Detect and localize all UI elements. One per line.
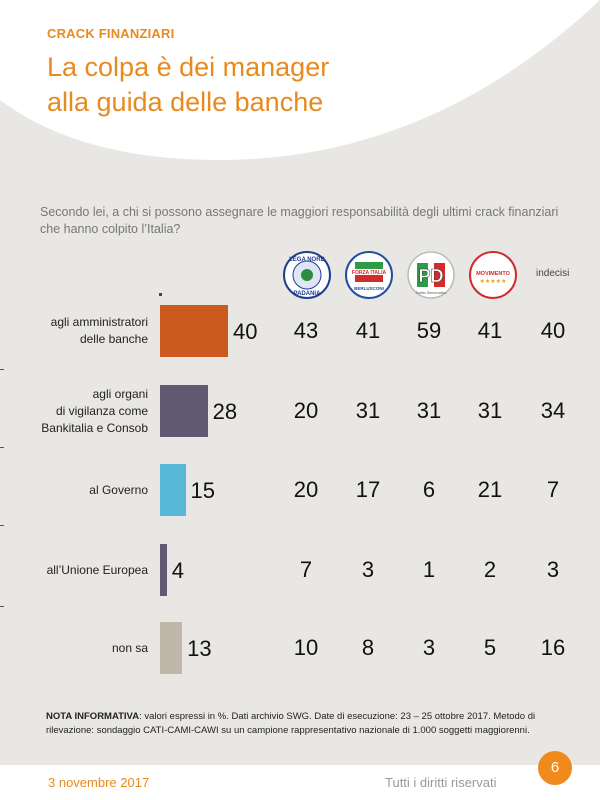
note-text: : valori espressi in %. Dati archivio SW… xyxy=(46,711,536,736)
footer-date: 3 novembre 2017 xyxy=(48,775,150,790)
category-label: agli amministratori delle banche xyxy=(18,314,148,348)
survey-question: Secondo lei, a chi si possono assegnare … xyxy=(40,205,559,236)
category-label-line: all’Unione Europea xyxy=(46,562,148,577)
table-cell: 20 xyxy=(293,398,319,423)
bar-total xyxy=(160,622,183,674)
title-line-2: alla guida delle banche xyxy=(47,87,324,117)
row-separator-tick xyxy=(0,525,4,526)
bar-value-label: 4 xyxy=(171,558,185,583)
table-cell: 3 xyxy=(361,557,375,582)
section-kicker: CRACK FINANZIARI xyxy=(47,26,175,41)
table-cell: 41 xyxy=(355,318,381,343)
table-cell: 6 xyxy=(422,477,436,502)
nota-informativa: NOTA INFORMATIVA: valori espressi in %. … xyxy=(46,710,566,738)
table-cell: 5 xyxy=(483,635,497,660)
table-cell: 43 xyxy=(293,318,319,343)
footer-rights: Tutti i diritti riservati xyxy=(385,775,497,790)
pd-logo-main: PD xyxy=(418,266,443,286)
category-label-line: delle banche xyxy=(79,332,148,346)
indecisi-header: indecisi xyxy=(536,268,570,279)
table-cell: 59 xyxy=(416,318,442,343)
table-cell: 40 xyxy=(540,318,566,343)
table-cell: 41 xyxy=(477,318,503,343)
row-separator-tick xyxy=(0,369,4,370)
forza-logo-main: FORZA ITALIA xyxy=(352,270,387,276)
category-label-line: agli amministratori xyxy=(50,315,148,329)
category-label-line: non sa xyxy=(111,640,148,655)
table-cell: 31 xyxy=(416,398,442,423)
bar-value-label: 15 xyxy=(190,478,215,503)
category-label-line: Bankitalia e Consob xyxy=(41,420,148,435)
forza-italia-logo: FORZA ITALIA BERLUSCONI xyxy=(345,251,393,299)
lega-logo-top: LEGA NORD xyxy=(289,257,325,263)
axis-marker xyxy=(159,293,162,296)
table-cell: 2 xyxy=(483,557,497,582)
pd-logo: PD Partito Democratico xyxy=(407,251,455,299)
table-cell: 20 xyxy=(293,477,319,502)
bar-value-label: 40 xyxy=(233,319,258,344)
table-cell: 7 xyxy=(546,477,560,502)
bar-value-label: 13 xyxy=(187,636,212,661)
category-label: non sa xyxy=(18,640,148,657)
page-number-badge: 6 xyxy=(538,751,572,785)
table-cell: 21 xyxy=(477,477,503,502)
row-separator-tick xyxy=(0,606,4,607)
bar-total xyxy=(160,305,228,357)
m5s-logo-stars: ★★★★★ xyxy=(480,278,507,285)
category-label: agli organi di vigilanza come Bankitalia e… xyxy=(18,386,148,437)
table-cell: 3 xyxy=(546,557,560,582)
page-title: La colpa è dei manager alla guida delle … xyxy=(47,50,427,120)
bar-value-label: 28 xyxy=(212,399,238,424)
forza-logo-sub: BERLUSCONI xyxy=(354,286,384,291)
table-cell: 7 xyxy=(299,557,313,582)
table-cell: 10 xyxy=(293,635,319,660)
title-line-1: La colpa è dei manager xyxy=(47,52,330,82)
table-cell: 31 xyxy=(355,398,381,423)
category-label: all’Unione Europea xyxy=(18,562,148,579)
m5s-logo: MOVIMENTO ★★★★★ xyxy=(469,251,517,299)
table-cell: 16 xyxy=(540,635,566,660)
table-cell: 34 xyxy=(540,398,566,423)
table-cell: 17 xyxy=(355,477,381,502)
category-label-line: al Governo xyxy=(89,482,148,497)
bar-total xyxy=(160,385,208,437)
lega-logo-bottom: PADANIA xyxy=(294,291,322,297)
m5s-logo-main: MOVIMENTO xyxy=(476,271,511,277)
category-label: al Governo xyxy=(18,482,148,499)
row-separator-tick xyxy=(0,447,4,448)
bar-total xyxy=(160,464,186,516)
table-cell: 1 xyxy=(422,557,436,582)
table-cell: 31 xyxy=(477,398,503,423)
category-label-line: di vigilanza come xyxy=(55,403,148,418)
lega-nord-logo: LEGA NORD PADANIA xyxy=(283,251,331,299)
category-label-line: agli organi xyxy=(92,386,148,401)
table-cell: 3 xyxy=(422,635,436,660)
bar-total xyxy=(160,544,167,596)
note-label: NOTA INFORMATIVA xyxy=(46,711,140,722)
pd-logo-sub: Partito Democratico xyxy=(416,291,447,295)
table-cell: 8 xyxy=(361,635,375,660)
